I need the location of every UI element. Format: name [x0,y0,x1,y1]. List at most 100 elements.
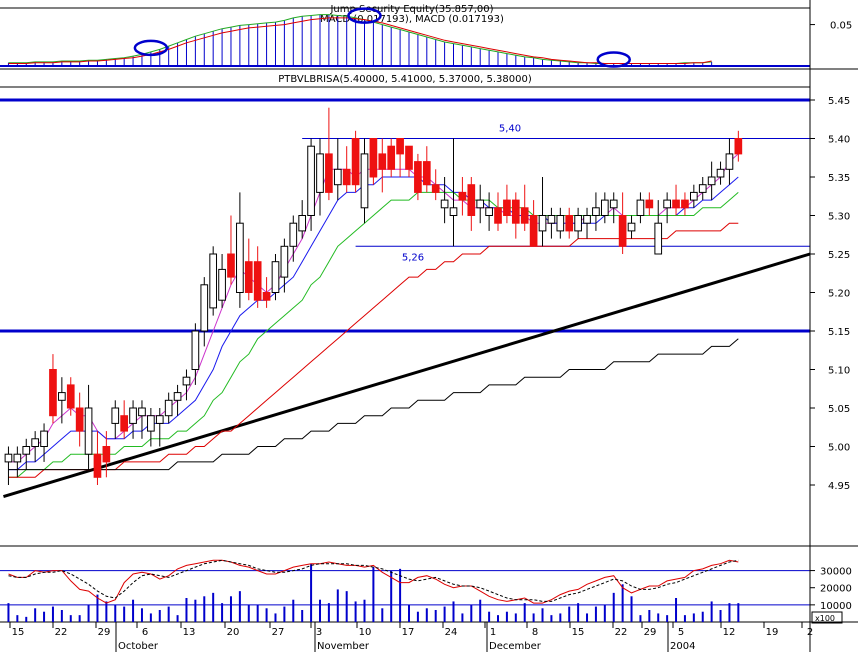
candle-body [618,215,627,247]
candle-body [592,207,600,217]
candle-body [191,330,200,370]
candle-body [467,184,476,216]
volume-unit-box [811,611,843,624]
candle [574,207,582,239]
x-day-label: 22 [55,627,68,638]
x-day-label: 10 [359,627,372,638]
y-axis: 0.05 5.45 5.40 5.35 5.30 5.25 5.20 5.15 5.10 5.05… [809,0,852,652]
candle [298,200,307,239]
price-y-tick-label: 5.30 [828,212,850,223]
candle [538,177,547,247]
candle [316,138,324,216]
candle [672,184,680,216]
candle-body [511,199,520,224]
candle [209,246,218,316]
candle [476,184,485,224]
macd-title-line1: Jump Security Equity(35.857,00) [329,4,493,15]
candle-body [600,199,609,217]
candle-body [200,284,209,332]
candle [333,138,342,201]
candle-body [654,222,663,255]
candle-body [725,153,734,170]
x-day-label: 12 [723,627,736,638]
candle [716,161,725,185]
candle-body [227,253,235,278]
candle [75,392,84,447]
candle [485,192,493,231]
x-day-label: 29 [644,627,657,638]
candle [31,431,39,462]
candle [583,207,591,239]
volume-y-tick-label: 30000 [820,567,852,578]
price-y-tick-label: 5.15 [828,327,850,338]
x-month-label: December [489,641,542,652]
candle [449,138,458,247]
candle-body [645,199,654,209]
candle [173,384,182,416]
candle-body [663,199,671,209]
candle-body [458,191,467,201]
candle [387,138,396,177]
price-panel: PTBVLBRISA(5.40000, 5.41000, 5.37000, 5.… [0,68,858,498]
candle [565,207,574,239]
candle-body [182,376,191,386]
candle-body [236,222,244,293]
x-day-label: 8 [532,627,538,638]
candle-body [503,199,511,217]
candle-body [84,407,93,455]
candle [289,215,298,262]
candle-body [155,415,164,424]
candle-body [405,145,413,170]
candle [378,138,387,193]
candle [654,200,663,255]
candle-body [111,407,120,424]
candle-body [440,199,449,209]
candle [66,377,75,416]
candle-body [716,168,725,178]
candle [351,130,360,193]
volume-panel [0,545,858,623]
price-y-tick-label: 5.35 [828,173,850,184]
candle-body [218,268,226,301]
x-day-label: 22 [615,627,628,638]
candle [58,377,66,424]
x-day-label: 3 [316,627,322,638]
candle-body [307,145,315,216]
candle [129,400,137,439]
moving-average-line [8,338,739,471]
candle-body [396,138,404,155]
candle [49,354,57,424]
candle [458,177,467,216]
candle-body [520,207,529,224]
candle [262,277,271,308]
moving-average-line [8,191,739,478]
candle [707,161,716,201]
price-y-tick-label: 5.25 [828,250,850,261]
highlight-circle [133,39,169,57]
candle-body [431,184,440,193]
candle-body [672,199,680,209]
candle [431,169,440,201]
price-y-tick-label: 5.05 [828,404,850,415]
candle-body [476,199,485,209]
candle-body [75,407,84,432]
candle [244,238,253,301]
candle [405,145,413,177]
candle-body [734,138,743,155]
candle [253,246,262,308]
x-day-label: 15 [12,627,25,638]
candle [734,130,743,162]
candle-body [529,215,538,247]
candle [155,408,164,447]
candle [600,192,609,224]
candle-body [66,384,75,409]
candle-body [147,415,155,432]
annotation-label: 5,40 [499,124,521,135]
candle [227,215,235,285]
candle [725,138,734,185]
macd-y-tick-label: 0.05 [830,21,852,32]
candle-body [13,453,22,463]
candle-body [609,199,618,209]
candle-body [138,407,146,417]
